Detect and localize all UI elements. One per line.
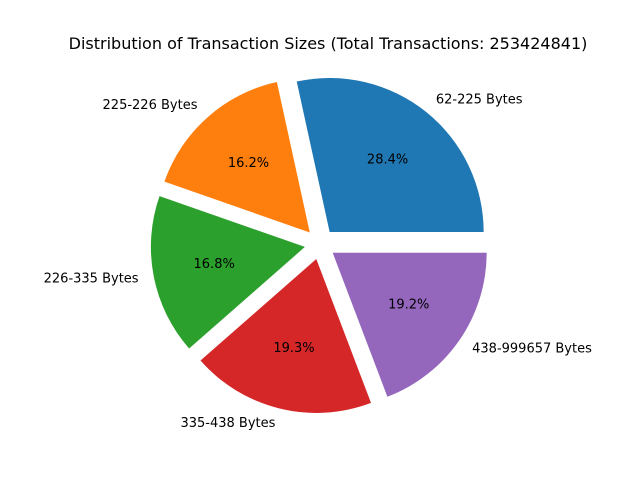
pie-percent-label-3: 16.8% bbox=[194, 257, 235, 272]
pie-percent-label-2: 16.2% bbox=[228, 156, 269, 171]
slices-group bbox=[150, 78, 487, 413]
pie-category-label-1: 62-225 Bytes bbox=[436, 93, 523, 108]
pie-category-label-4: 335-438 Bytes bbox=[180, 416, 275, 431]
pie-slice-4 bbox=[200, 258, 371, 413]
labels-group: 28.4% 62-225 Bytes 16.2% 225-226 Bytes 16.8%… bbox=[44, 93, 592, 431]
pie-percent-label-1: 28.4% bbox=[367, 153, 408, 168]
pie-slice-3 bbox=[150, 196, 305, 349]
chart-title: Distribution of Transaction Sizes (Total… bbox=[69, 34, 588, 53]
pie-percent-label-5: 19.2% bbox=[388, 298, 429, 313]
pie-percent-label-4: 19.3% bbox=[273, 341, 314, 356]
pie-slice-5 bbox=[332, 252, 487, 397]
pie-category-label-2: 225-226 Bytes bbox=[103, 98, 198, 113]
pie-category-label-5: 438-999657 Bytes bbox=[472, 341, 592, 356]
pie-category-label-3: 226-335 Bytes bbox=[44, 272, 139, 287]
pie-slice-2 bbox=[164, 82, 310, 233]
pie-slice-1 bbox=[296, 78, 484, 233]
